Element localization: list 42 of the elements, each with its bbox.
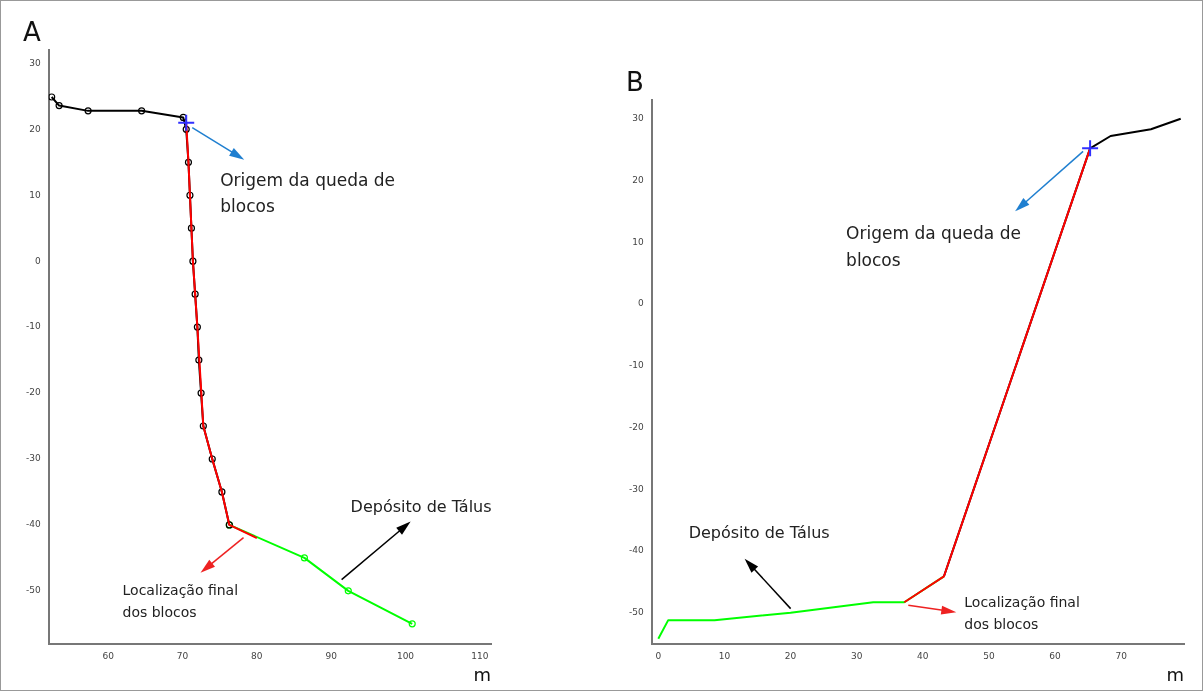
y-tick-label: 10	[29, 189, 41, 200]
x-axis-title: m	[473, 663, 491, 685]
x-tick-label: 10	[718, 651, 731, 662]
y-tick-label: 20	[29, 123, 41, 134]
y-tick-label: 20	[632, 174, 644, 185]
y-tick-label: 0	[637, 298, 644, 309]
y-tick-label: -50	[629, 607, 644, 618]
y-tick-label: 10	[632, 236, 644, 247]
x-tick-label: 100	[396, 651, 415, 662]
y-tick-label: -50	[26, 585, 41, 596]
y-tick-label: -20	[629, 421, 644, 432]
x-tick-label: 50	[983, 651, 995, 662]
annotation: Localização final dos blocos	[964, 593, 1080, 632]
chart-title: B	[626, 67, 644, 98]
x-tick-label: 70	[1115, 651, 1128, 662]
y-tick-label: -30	[26, 453, 41, 464]
x-tick-label: 30	[850, 651, 863, 662]
y-tick-label: 30	[632, 113, 644, 124]
x-tick-label: 80	[251, 651, 263, 662]
y-tick-label: -40	[629, 545, 644, 556]
annotation: Depósito de Tálus	[688, 522, 830, 542]
x-tick-label: 70	[176, 651, 189, 662]
x-tick-label: 110	[471, 651, 489, 662]
y-tick-label: -10	[629, 360, 644, 371]
annotation: Origem da queda de blocos	[220, 169, 396, 216]
annotation: Origem da queda de blocos	[846, 223, 1021, 270]
annotation: Depósito de Tálus	[350, 496, 492, 516]
x-tick-label: 60	[1049, 651, 1062, 662]
y-tick-label: 30	[29, 57, 41, 68]
x-tick-label: 0	[655, 651, 662, 662]
annotation: Localização final dos blocos	[122, 582, 239, 620]
y-tick-label: -30	[629, 483, 644, 494]
x-tick-label: 20	[784, 651, 797, 662]
x-axis-title: m	[1166, 663, 1184, 685]
x-tick-label: 60	[102, 651, 115, 662]
y-tick-label: -40	[26, 519, 41, 530]
x-tick-label: 90	[325, 651, 338, 662]
y-tick-label: -10	[26, 321, 41, 332]
y-tick-label: 0	[34, 255, 41, 266]
y-tick-label: -20	[26, 387, 41, 398]
chart-title: A	[23, 17, 41, 48]
x-tick-label: 40	[917, 651, 929, 662]
